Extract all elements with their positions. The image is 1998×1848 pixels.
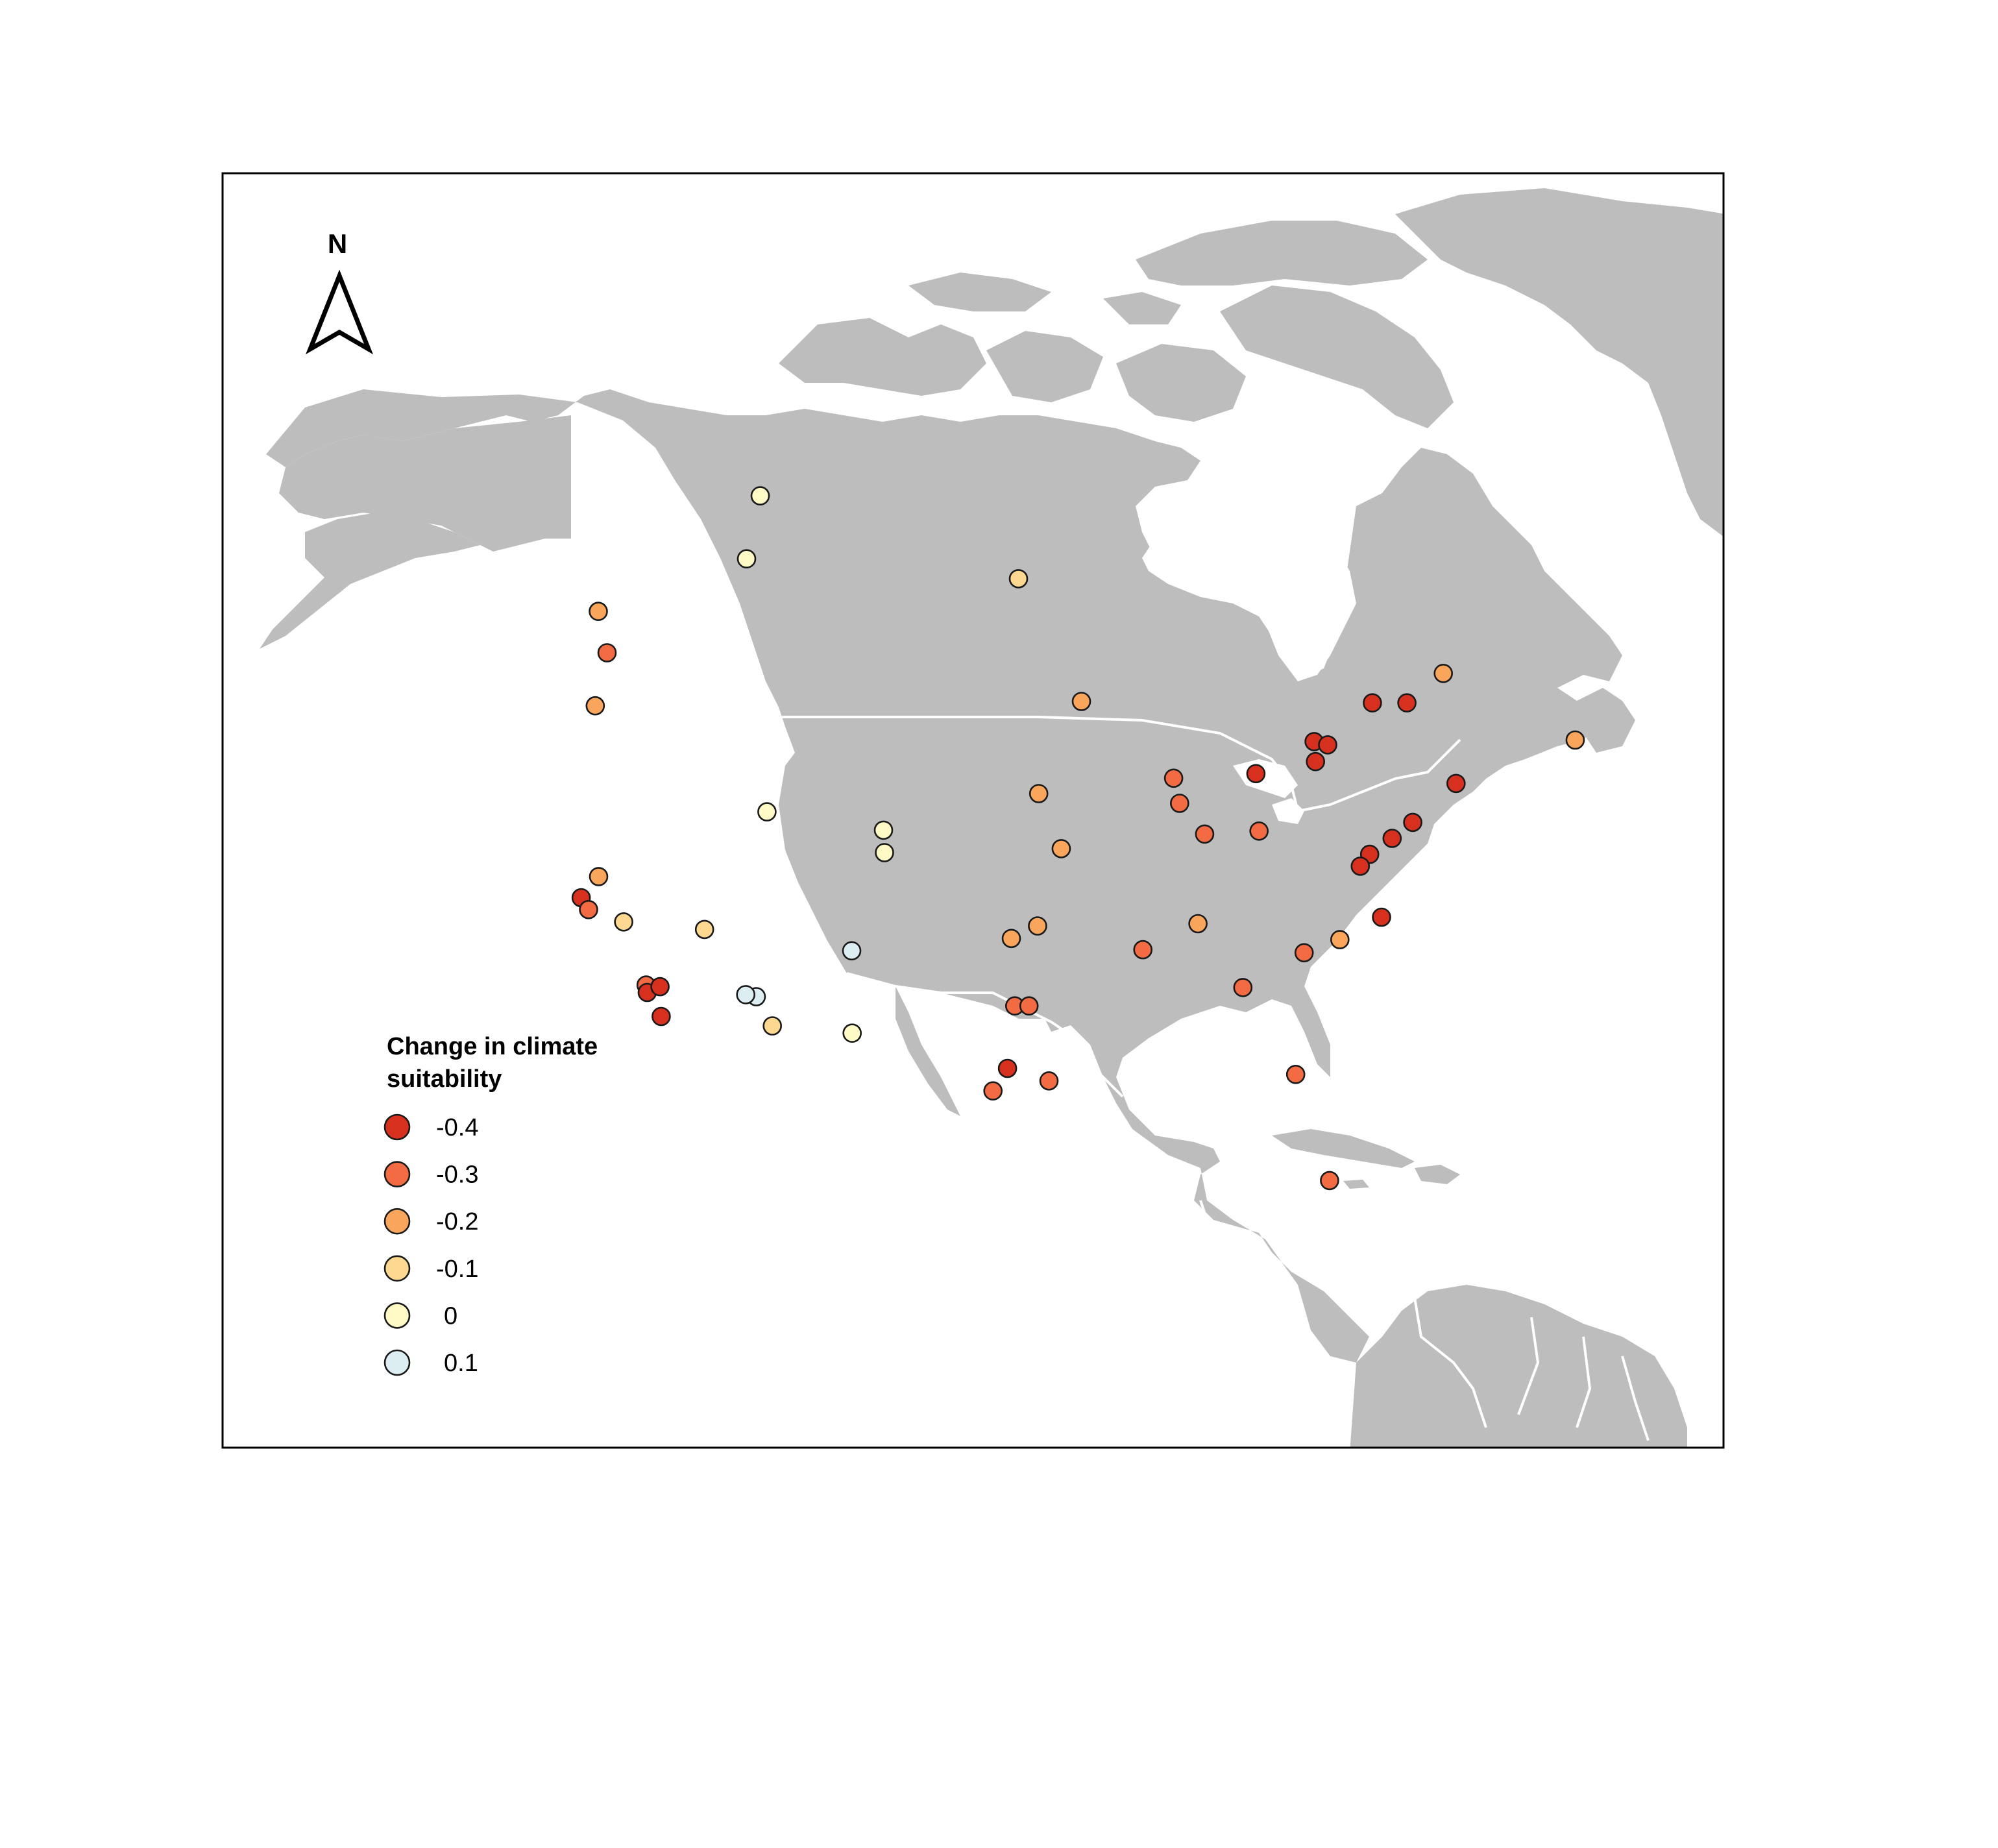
points-layer (571, 486, 1585, 1191)
legend-swatch (384, 1208, 411, 1235)
hudson-bay (1142, 506, 1356, 681)
site-point (1195, 824, 1215, 844)
site-point (589, 867, 609, 886)
hispaniola (1415, 1165, 1460, 1184)
central-america-border (1199, 1200, 1273, 1272)
greenland (1395, 188, 1724, 537)
legend-swatch (384, 1349, 411, 1376)
legend-label: -0.3 (436, 1161, 478, 1189)
site-point (762, 1016, 782, 1036)
site-point (1001, 929, 1021, 949)
arctic-island (1103, 292, 1181, 324)
site-point (983, 1081, 1003, 1100)
site-point (1403, 812, 1422, 833)
legend-label: -0.4 (436, 1114, 478, 1141)
site-point (614, 912, 633, 932)
legend-title-line2: suitability (387, 1065, 502, 1093)
site-point (1249, 821, 1269, 841)
site-point (1170, 794, 1189, 813)
legend-swatch (384, 1113, 411, 1141)
site-point (1382, 829, 1402, 848)
site-point (1188, 914, 1208, 934)
site-point (842, 1023, 862, 1043)
site-point (842, 941, 862, 961)
site-point (1133, 940, 1152, 960)
north-america-mainland (266, 389, 1622, 1363)
map-frame (221, 172, 1725, 1449)
site-point (1350, 857, 1371, 876)
site-point (1565, 730, 1585, 750)
site-point (873, 820, 894, 840)
legend-items: -0.4 -0.3 -0.2 -0.1 0 0.1 (384, 1113, 478, 1377)
newfoundland (1577, 688, 1635, 753)
legend-swatch (384, 1255, 411, 1282)
site-point (652, 1006, 671, 1027)
north-label: N (328, 228, 347, 259)
site-point (1163, 768, 1184, 788)
site-point (585, 696, 605, 716)
site-point (579, 900, 598, 919)
north-arrow: N (306, 228, 373, 355)
site-point (750, 486, 770, 505)
north-arrow-icon (306, 269, 373, 355)
site-point (1320, 1171, 1339, 1191)
country-borders (575, 402, 1650, 1441)
site-point (1071, 692, 1091, 711)
site-point (1246, 764, 1266, 784)
site-point (1306, 751, 1325, 772)
legend-title-line1: Change in climate (387, 1033, 598, 1060)
site-point (875, 843, 894, 862)
alaska-peninsula (260, 513, 480, 649)
site-point (997, 1058, 1017, 1078)
site-point (597, 643, 617, 663)
legend: Change in climate suitability -0.4-0.3-0… (384, 1033, 598, 1377)
site-point (1029, 784, 1049, 803)
arctic-island (908, 273, 1051, 311)
map-area (260, 188, 1724, 1448)
arctic-island (779, 318, 986, 396)
legend-swatch (384, 1161, 411, 1187)
arctic-island (1136, 221, 1428, 286)
site-point (1446, 773, 1466, 794)
south-america-border (1413, 1297, 1650, 1441)
site-point (1433, 664, 1453, 683)
site-point (736, 985, 755, 1004)
site-point (1233, 978, 1253, 997)
site-point (1397, 693, 1417, 712)
legend-label: 0 (444, 1302, 457, 1330)
site-point (757, 802, 777, 821)
site-point (1330, 930, 1350, 949)
site-point (1318, 735, 1337, 755)
site-point (1285, 1065, 1306, 1084)
alaska-canada-border (575, 402, 728, 682)
us-canada-border (779, 716, 1461, 813)
legend-label: -0.2 (436, 1208, 478, 1235)
site-point (1028, 916, 1047, 936)
site-point (589, 602, 608, 622)
cuba (1272, 1129, 1415, 1168)
site-point (1363, 693, 1382, 712)
land-mass (260, 188, 1724, 1448)
jamaica (1343, 1180, 1369, 1189)
us-mexico-border (846, 972, 1124, 1098)
alaska-west (279, 415, 571, 552)
south-america (1350, 1285, 1687, 1448)
site-point (1019, 996, 1039, 1015)
site-point (650, 977, 670, 997)
site-point (1294, 943, 1314, 963)
legend-label: 0.1 (444, 1350, 478, 1377)
site-point (1051, 839, 1071, 858)
arctic-island (1220, 286, 1454, 428)
baja-california (895, 986, 960, 1116)
legend-swatch (384, 1302, 411, 1329)
site-point (1039, 1071, 1059, 1091)
arctic-island (986, 331, 1103, 402)
arctic-island (1116, 344, 1246, 422)
site-point (1008, 569, 1029, 589)
legend-label: -0.1 (436, 1256, 478, 1283)
site-point (737, 549, 757, 569)
site-point (694, 919, 714, 940)
site-point (1372, 907, 1391, 927)
